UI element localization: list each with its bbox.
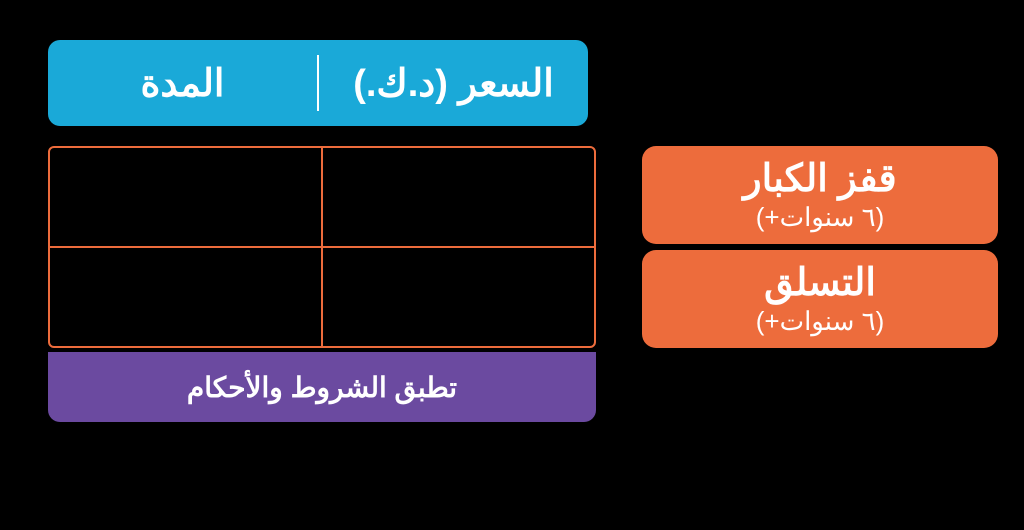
terms-footer: تطبق الشروط والأحكام (48, 352, 596, 422)
category-subtitle: (٦ سنوات+) (756, 203, 884, 232)
cell-price-row1 (322, 148, 594, 247)
category-title: التسلق (764, 263, 876, 305)
header-divider (317, 55, 319, 111)
table-header: السعر (د.ك.) المدة (48, 40, 588, 126)
header-duration: المدة (48, 61, 317, 106)
category-pill-climb: التسلق (٦ سنوات+) (642, 250, 998, 348)
category-pill-jump: قفز الكبار (٦ سنوات+) (642, 146, 998, 244)
price-grid (48, 146, 596, 348)
pricing-table: السعر (د.ك.) المدة قفز الكبار (٦ سنوات+)… (0, 0, 1024, 530)
category-subtitle: (٦ سنوات+) (756, 307, 884, 336)
cell-duration-row1 (50, 148, 322, 247)
category-title: قفز الكبار (743, 159, 896, 201)
cell-duration-row2 (50, 247, 322, 346)
cell-price-row2 (322, 247, 594, 346)
header-price: السعر (د.ك.) (319, 61, 588, 106)
